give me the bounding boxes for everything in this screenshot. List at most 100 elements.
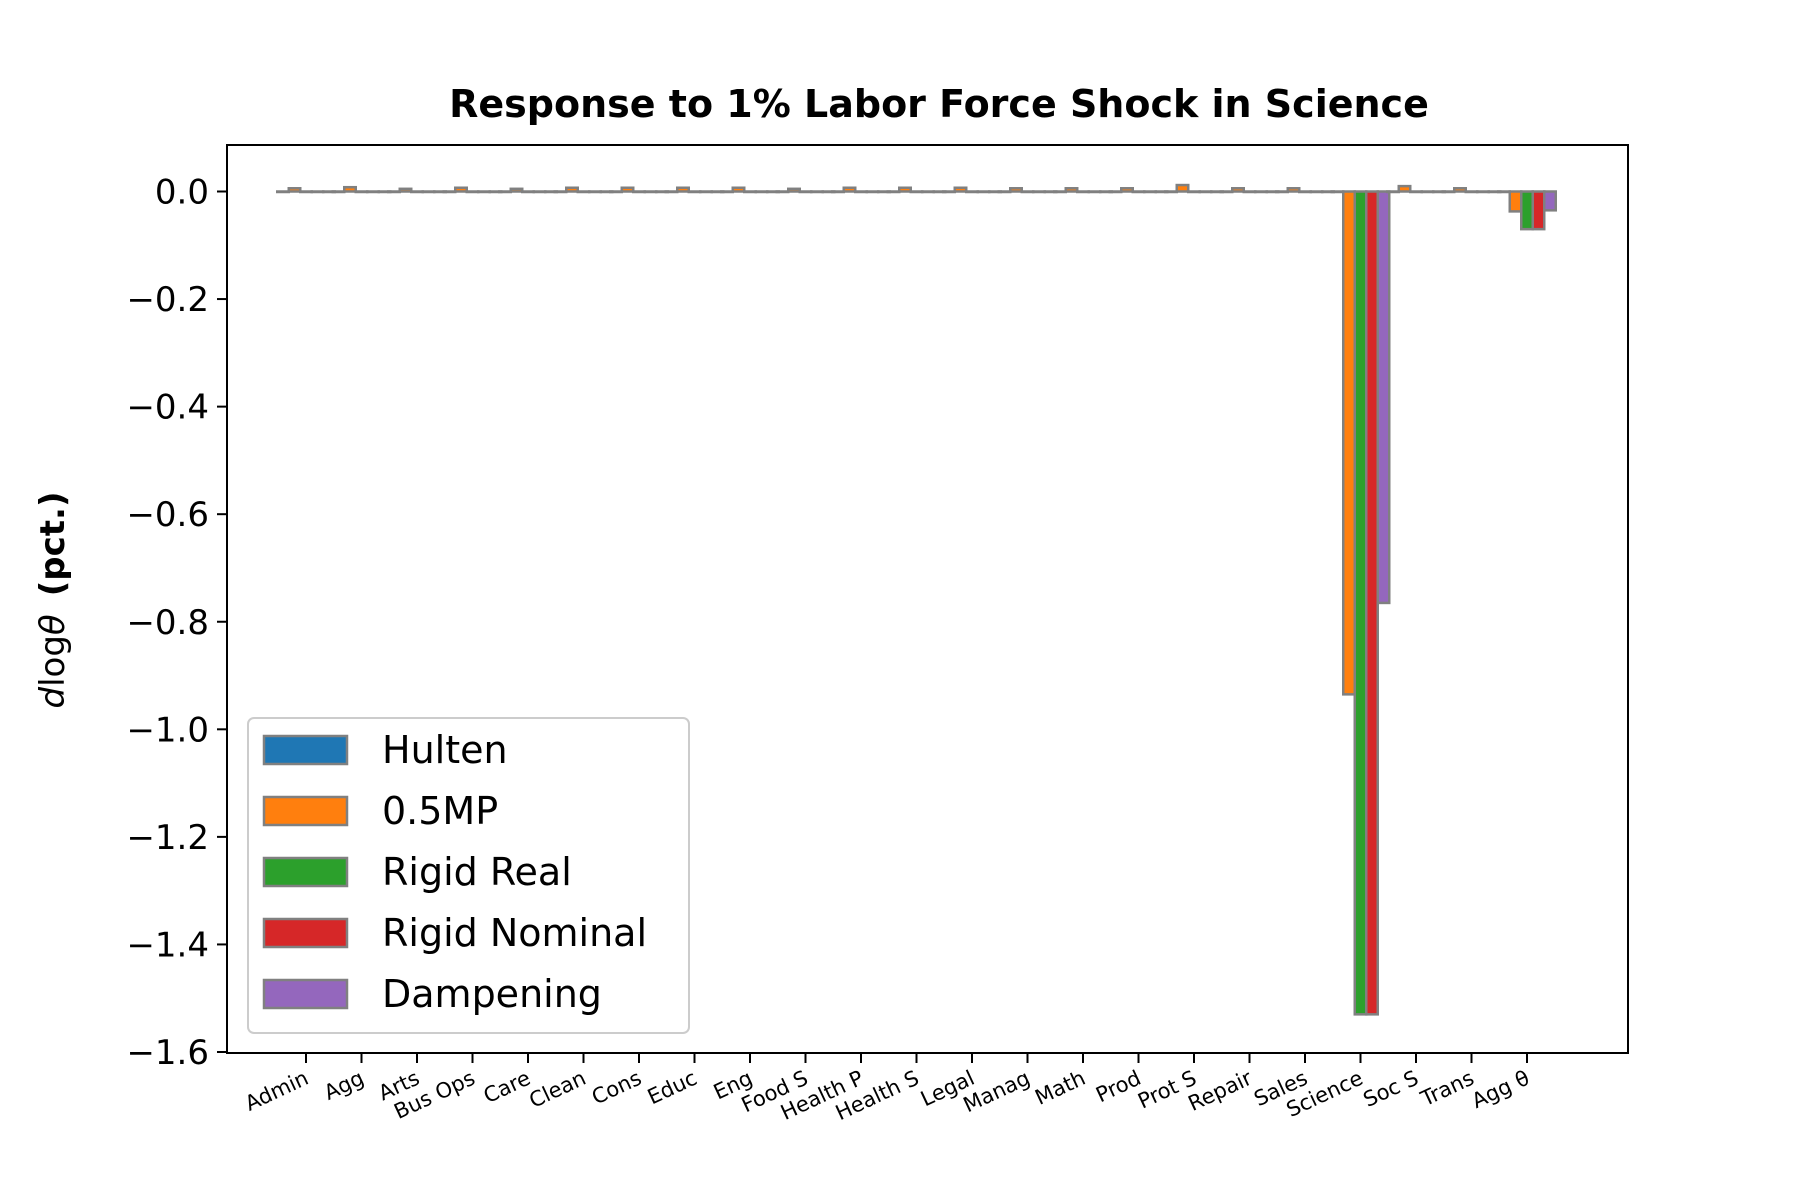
x-tick-label: Agg θ [1468,1066,1533,1113]
bar-rigid-nominal [1420,190,1435,194]
bar-rigid-real [632,190,646,194]
legend-box [247,717,690,1034]
y-tick-label: 0.0 [155,173,209,213]
bar-0-5mp [454,186,468,193]
legend-swatch [262,978,349,1010]
bar-hulten [664,190,679,194]
bar-rigid-real [687,190,702,194]
bar-rigid-real [1464,190,1479,194]
bar-rigid-nominal [1198,190,1213,194]
bar-0-5mp [1009,187,1023,193]
bar-rigid-nominal [421,190,436,194]
bar-0-5mp [1286,187,1301,193]
x-tick-label: Math [1031,1066,1089,1110]
bar-0-5mp [842,186,857,193]
bar-rigid-real [854,190,868,194]
bar-rigid-nominal [366,190,380,194]
bar-0-5mp [1453,187,1467,193]
bar-rigid-nominal [1476,190,1490,194]
bar-hulten [387,190,401,194]
bar-0-5mp [1397,184,1412,193]
bar-hulten [942,190,956,194]
bar-hulten [720,190,734,194]
chart-title: Response to 1% Labor Force Shock in Scie… [449,82,1429,126]
x-tick-label: Repair [1185,1066,1256,1116]
bar-rigid-real [410,190,424,194]
y-tick-label: −1.6 [126,1033,209,1073]
y-tick-label: −1.2 [126,818,209,858]
bar-hulten [1441,190,1456,194]
legend-label: Hulten [382,728,508,772]
bar-hulten [1108,190,1123,194]
bar-hulten [1330,190,1345,194]
legend-swatch [262,795,349,827]
x-tick-label: Care [480,1066,534,1108]
bar-hulten [831,190,845,194]
bar-rigid-nominal [477,190,491,194]
bar-rigid-real [743,190,757,194]
x-tick-label: Clean [525,1066,589,1113]
x-tick-label: Educ [644,1066,701,1110]
bar-0-5mp [953,186,968,193]
bars-layer [276,183,1557,1016]
bar-0-5mp [1508,190,1523,213]
bar-hulten [1164,190,1178,194]
bar-hulten [1497,190,1511,194]
bar-rigid-nominal [310,190,325,194]
legend-label: Rigid Real [382,850,572,894]
legend-label: Rigid Nominal [382,911,647,955]
x-tick-label: Prod [1092,1066,1144,1107]
bar-0-5mp [1231,187,1245,193]
legend-label: 0.5MP [382,789,498,833]
bar-0-5mp [343,185,357,193]
bar-rigid-nominal [1087,190,1102,194]
bar-hulten [1386,190,1400,194]
bar-rigid-nominal [976,190,991,194]
bar-rigid-nominal [1032,190,1046,194]
y-axis-label: dlogθ(pct.) [33,492,73,709]
bar-0-5mp [509,187,524,193]
bar-hulten [331,190,346,194]
y-tick-label: −0.6 [126,495,209,535]
bar-0-5mp [1175,183,1190,193]
bar-dampening [1543,190,1557,212]
y-axis-ticks: 0.0 −0.2 −0.4 −0.6 −0.8 −1.0 −1.2 −1.4 −1.6 [126,173,227,1073]
bar-0-5mp [1064,187,1079,193]
bar-rigid-nominal [810,190,824,194]
bar-rigid-nominal [1309,190,1324,194]
legend: Hulten 0.5MP Rigid Real Rigid Nominal Dampen… [247,717,690,1034]
x-tick-label: Soc S [1360,1066,1422,1112]
bar-hulten [886,190,901,194]
bar-rigid-real [1520,190,1534,231]
y-tick-label: −1.4 [126,925,209,965]
bar-hulten [442,190,457,194]
x-tick-label: Admin [241,1066,312,1116]
bar-rigid-nominal [643,190,658,194]
legend-swatch [262,917,349,949]
bar-rigid-real [1076,190,1090,194]
bar-0-5mp [731,186,746,193]
bar-rigid-real [1242,190,1257,194]
bar-0-5mp [287,187,302,193]
y-tick-label: −0.8 [126,603,209,643]
bar-rigid-real [1187,190,1201,194]
bar-rigid-real [965,190,979,194]
svg-text:dlogθ(pct.): dlogθ(pct.) [33,492,73,709]
x-tick-label: Cons [588,1066,645,1110]
bar-hulten [553,190,568,194]
y-tick-label: −0.2 [126,280,209,320]
bar-hulten [1275,190,1289,194]
y-tick-label: −0.4 [126,388,209,428]
bar-hulten [775,190,790,194]
y-tick-label: −1.0 [126,710,209,750]
bar-0-5mp [898,186,912,193]
bar-rigid-nominal [1143,190,1157,194]
bar-rigid-nominal [1254,190,1268,194]
bar-hulten [1053,190,1067,194]
bar-rigid-real [576,190,591,194]
bar-rigid-real [798,190,813,194]
bar-rigid-nominal [532,190,547,194]
bar-rigid-real [1020,190,1035,194]
legend-label: Dampening [382,972,602,1016]
